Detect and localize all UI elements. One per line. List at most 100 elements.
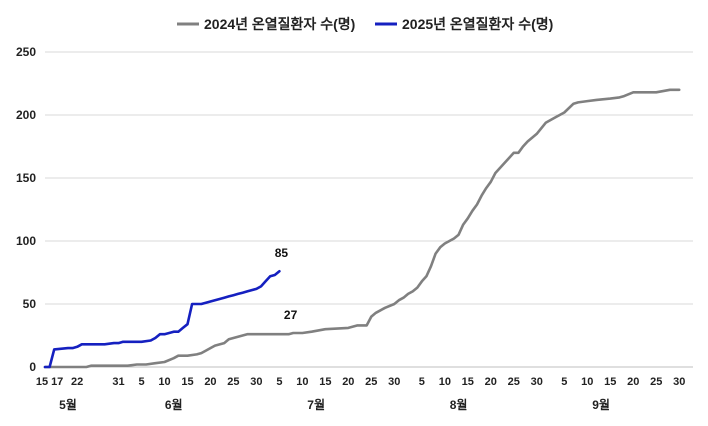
data-point bbox=[164, 361, 166, 363]
data-point bbox=[412, 291, 414, 293]
data-point bbox=[596, 99, 598, 101]
x-tick-label: 25 bbox=[508, 376, 520, 388]
x-tick-label: 15 bbox=[36, 376, 48, 388]
data-point bbox=[150, 340, 152, 342]
y-tick-label: 50 bbox=[23, 297, 37, 311]
data-point bbox=[292, 332, 294, 334]
data-point bbox=[435, 253, 437, 255]
data-point bbox=[53, 366, 55, 368]
x-tick-label: 5 bbox=[561, 376, 567, 388]
data-point bbox=[223, 297, 225, 299]
data-point bbox=[274, 274, 276, 276]
month-label: 9월 bbox=[592, 397, 610, 412]
x-tick-label: 25 bbox=[650, 376, 662, 388]
data-point bbox=[246, 333, 248, 335]
x-tick-label: 30 bbox=[673, 376, 685, 388]
x-tick-label: 15 bbox=[181, 376, 193, 388]
data-point bbox=[481, 195, 483, 197]
gridlines bbox=[45, 51, 693, 305]
data-point bbox=[384, 307, 386, 309]
data-point bbox=[214, 299, 216, 301]
data-point bbox=[678, 89, 680, 91]
data-point bbox=[522, 146, 524, 148]
month-label: 5월 bbox=[59, 397, 77, 412]
data-label: 85 bbox=[275, 246, 289, 260]
data-point bbox=[223, 342, 225, 344]
data-point bbox=[81, 344, 83, 346]
data-point bbox=[449, 240, 451, 242]
data-point bbox=[86, 366, 88, 368]
x-tick-label: 22 bbox=[71, 376, 83, 388]
data-point bbox=[187, 355, 189, 357]
data-point bbox=[302, 332, 304, 334]
data-point bbox=[196, 354, 198, 356]
data-point bbox=[205, 350, 207, 352]
data-point bbox=[416, 287, 418, 289]
x-tick-label: 20 bbox=[485, 376, 497, 388]
x-tick-label: 20 bbox=[204, 376, 216, 388]
series-lines bbox=[43, 88, 681, 369]
data-point bbox=[164, 333, 166, 335]
data-point bbox=[623, 95, 625, 97]
data-point bbox=[242, 292, 244, 294]
data-point bbox=[288, 333, 290, 335]
data-point bbox=[228, 296, 230, 298]
x-tick-label: 15 bbox=[462, 376, 474, 388]
data-point bbox=[242, 335, 244, 337]
month-label: 8월 bbox=[450, 397, 468, 412]
data-annotations: 27 85 bbox=[275, 246, 298, 322]
y-tick-label: 200 bbox=[16, 108, 36, 122]
x-tick-label: 20 bbox=[342, 376, 354, 388]
data-point bbox=[370, 316, 372, 318]
data-point bbox=[453, 238, 455, 240]
data-point bbox=[177, 355, 179, 357]
data-point bbox=[485, 187, 487, 189]
data-point bbox=[426, 275, 428, 277]
data-point bbox=[67, 347, 69, 349]
data-point bbox=[113, 342, 115, 344]
x-tick-label: 5 bbox=[276, 376, 282, 388]
x-tick-label: 20 bbox=[627, 376, 639, 388]
data-point bbox=[265, 281, 267, 283]
x-tick-label: 17 bbox=[51, 376, 63, 388]
series-line-1 bbox=[43, 88, 681, 369]
data-point bbox=[141, 341, 143, 343]
data-point bbox=[348, 327, 350, 329]
x-tick-label: 10 bbox=[158, 376, 170, 388]
y-tick-label: 0 bbox=[29, 360, 36, 374]
data-point bbox=[154, 362, 156, 364]
data-point bbox=[136, 364, 138, 366]
data-point bbox=[154, 337, 156, 339]
data-point bbox=[573, 103, 575, 105]
data-point bbox=[191, 303, 193, 305]
data-point bbox=[86, 344, 88, 346]
data-point bbox=[200, 303, 202, 305]
data-point bbox=[513, 152, 515, 154]
data-point bbox=[467, 218, 469, 220]
data-point bbox=[145, 364, 147, 366]
data-point bbox=[44, 366, 46, 368]
data-point bbox=[246, 291, 248, 293]
x-tick-label: 30 bbox=[250, 376, 262, 388]
month-label: 6월 bbox=[165, 397, 183, 412]
x-tick-label: 30 bbox=[388, 376, 400, 388]
data-point bbox=[219, 298, 221, 300]
data-point bbox=[366, 325, 368, 327]
data-point bbox=[187, 323, 189, 325]
month-label: 7월 bbox=[307, 397, 325, 412]
x-tick-label: 25 bbox=[365, 376, 377, 388]
data-point bbox=[279, 270, 281, 272]
data-point bbox=[527, 141, 529, 143]
data-point bbox=[375, 312, 377, 314]
data-point bbox=[53, 349, 55, 351]
data-point bbox=[269, 275, 271, 277]
y-tick-label: 250 bbox=[16, 45, 36, 59]
x-tick-label: 15 bbox=[604, 376, 616, 388]
data-point bbox=[403, 297, 405, 299]
data-point bbox=[490, 181, 492, 183]
data-point bbox=[104, 344, 106, 346]
data-point bbox=[421, 281, 423, 283]
data-point bbox=[182, 327, 184, 329]
data-point bbox=[619, 97, 621, 99]
